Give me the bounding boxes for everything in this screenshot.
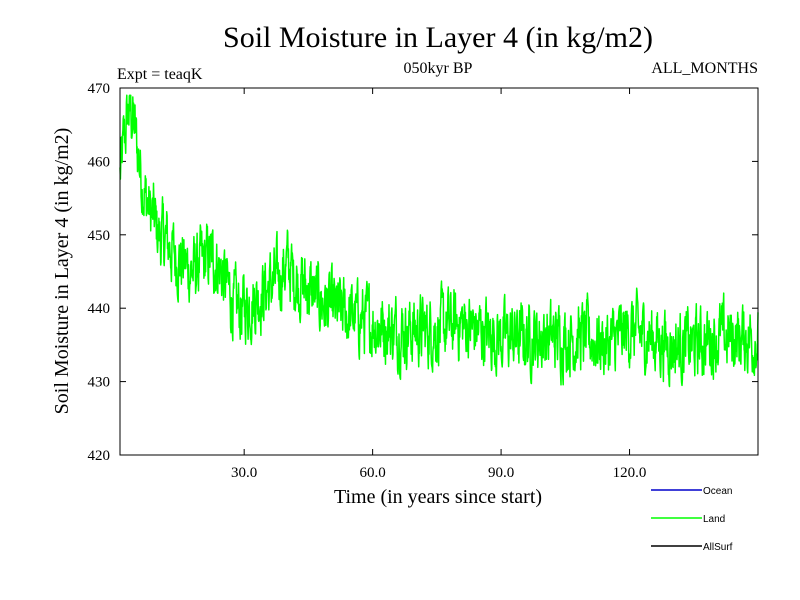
x-tick-label: 90.0 [488, 465, 514, 481]
experiment-label: Expt = teaqK [117, 66, 203, 83]
y-tick-label: 460 [88, 154, 111, 170]
y-tick-label: 440 [88, 301, 111, 317]
x-tick-label: 120.0 [613, 465, 647, 481]
series-line-land [119, 94, 759, 388]
legend: Ocean Land AllSurf [651, 486, 733, 553]
y-tick-label: 470 [88, 81, 111, 97]
y-tick-label: 450 [88, 228, 111, 244]
chart-title: Soil Moisture in Layer 4 (in kg/m2) [223, 21, 653, 54]
legend-label-allsurf: AllSurf [703, 542, 733, 553]
period-label: 050kyr BP [404, 60, 473, 77]
legend-label-ocean: Ocean [703, 486, 732, 497]
plot-frame [119, 87, 759, 456]
months-label: ALL_MONTHS [651, 60, 758, 77]
x-tick-label: 30.0 [231, 465, 257, 481]
y-tick-label: 430 [88, 375, 111, 391]
series-group [119, 94, 759, 388]
x-tick-label: 60.0 [360, 465, 386, 481]
y-axis-label: Soil Moisture in Layer 4 (in kg/m2) [51, 128, 73, 415]
x-axis-label: Time (in years since start) [334, 486, 542, 508]
legend-label-land: Land [703, 514, 725, 525]
y-tick-label: 420 [88, 448, 111, 464]
x-axis-ticks: 30.0 60.0 90.0 120.0 [231, 88, 646, 481]
